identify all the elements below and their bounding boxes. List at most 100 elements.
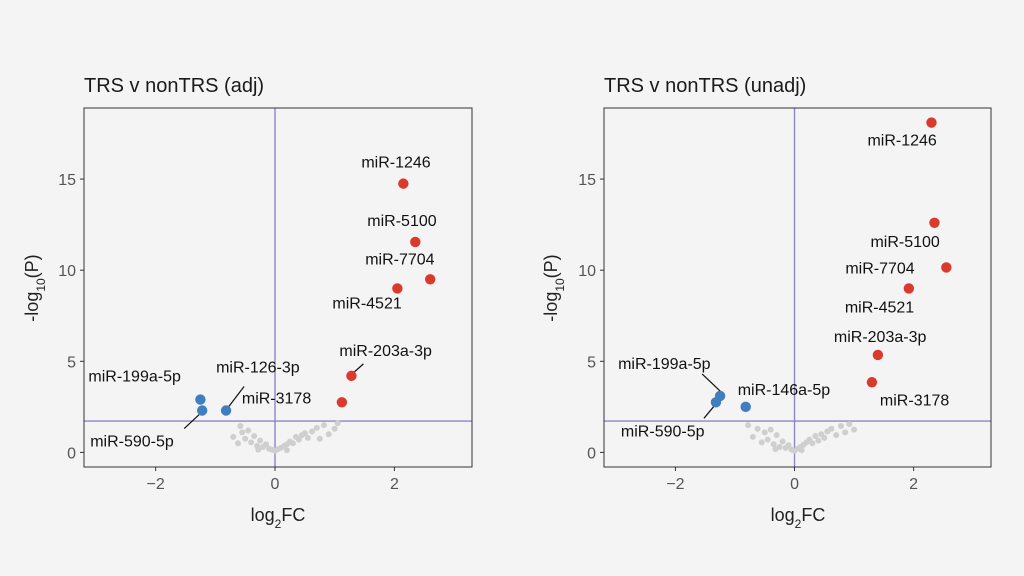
ns-point (320, 422, 327, 429)
x-tick-label: 2 (390, 476, 399, 493)
data-point-mir-590-5p (710, 397, 722, 408)
ns-point (257, 437, 264, 444)
label-connector (703, 405, 715, 419)
point-label: miR-199a-5p (618, 356, 711, 373)
ns-point (283, 447, 290, 454)
x-tick-label: −2 (147, 476, 165, 493)
ns-point (812, 433, 819, 440)
y-tick-label: 15 (578, 172, 596, 189)
ns-point (251, 433, 258, 440)
ns-point (316, 435, 323, 442)
plot-title: TRS v nonTRS (adj) (84, 75, 264, 97)
label-connector (354, 363, 364, 373)
data-point-mir-7704 (941, 262, 952, 273)
point-label: miR-590-5p (90, 434, 174, 451)
x-tick-label: −2 (666, 476, 684, 493)
y-tick-label: 0 (587, 445, 596, 462)
plot-border (83, 107, 473, 468)
y-tick-label: 15 (58, 172, 76, 189)
data-point-mir-1246 (398, 178, 409, 189)
label-connector (701, 373, 723, 394)
data-point-mir-203a-3p (346, 370, 357, 382)
ns-point (837, 422, 844, 429)
data-point-mir-590-5p (196, 405, 208, 416)
ns-point (239, 429, 246, 436)
ns-point (313, 424, 320, 431)
ns-point (785, 442, 792, 449)
plot-border (603, 107, 992, 468)
y-tick-label: 10 (58, 263, 76, 280)
ns-point (331, 425, 338, 432)
ns-point (851, 426, 858, 433)
point-label: miR-146a-5p (738, 382, 831, 399)
ns-point (235, 440, 242, 447)
ns-point (809, 440, 816, 447)
ns-point (767, 426, 774, 433)
point-label: miR-3178 (242, 390, 311, 407)
plot-title: TRS v nonTRS (unadj) (604, 75, 806, 97)
ns-point (770, 441, 777, 448)
y-tick-label: 5 (67, 354, 76, 371)
ns-point (745, 422, 752, 429)
point-label: miR-203a-3p (339, 343, 432, 360)
ns-point (248, 439, 255, 446)
ns-point (304, 434, 311, 441)
point-label: miR-7704 (365, 251, 434, 268)
ns-point (301, 430, 308, 437)
data-point-mir-7704 (425, 274, 436, 285)
ns-point (295, 436, 302, 443)
ns-point (325, 431, 332, 438)
ns-point (309, 428, 316, 435)
point-label: miR-590-5p (621, 423, 705, 440)
label-connector (183, 414, 200, 429)
data-point-mir-199a-5p (195, 394, 206, 405)
data-point-mir-4521 (392, 283, 403, 294)
x-tick-label: 0 (790, 476, 799, 493)
ns-point (245, 427, 252, 434)
y-tick-label: 10 (578, 263, 596, 280)
data-point-mir-126-3p (220, 405, 232, 416)
point-label: miR-5100 (870, 234, 939, 251)
y-tick-label: 5 (587, 354, 596, 371)
ns-point (230, 433, 237, 440)
ns-point (749, 433, 756, 440)
data-point-mir-203a-3p (872, 349, 884, 361)
point-label: miR-1246 (867, 133, 936, 150)
ns-point (758, 439, 765, 446)
ns-point (798, 447, 805, 454)
data-point-mir-5100 (410, 236, 421, 248)
x-tick-label: 2 (909, 476, 918, 493)
ns-point (242, 435, 249, 442)
ns-point (833, 432, 840, 439)
point-label: miR-203a-3p (834, 329, 927, 346)
volcano-plot-adj: TRS v nonTRS (adj) log2FC -log10(P) miR-… (22, 75, 473, 531)
ns-point (237, 422, 244, 429)
data-point-mir-5100 (929, 217, 940, 229)
y-tick-label: 0 (67, 445, 76, 462)
data-point-mir-3178 (866, 377, 878, 388)
point-label: miR-4521 (845, 299, 914, 316)
data-point-mir-4521 (903, 283, 915, 294)
ns-point (815, 437, 822, 444)
plot-area (84, 108, 472, 467)
ns-point (334, 420, 341, 427)
ns-point (773, 432, 780, 439)
ns-point (828, 425, 835, 432)
ns-point (289, 440, 296, 447)
ns-point (842, 429, 849, 436)
point-label: miR-3178 (880, 392, 949, 409)
ns-point (754, 425, 761, 432)
x-tick-label: 0 (271, 476, 280, 493)
ns-point (761, 429, 768, 436)
data-point-mir-1246 (926, 117, 937, 128)
point-label: miR-4521 (332, 295, 401, 312)
point-label: miR-7704 (845, 260, 914, 277)
point-label: miR-126-3p (216, 360, 300, 377)
ns-point (772, 446, 779, 453)
data-point-mir-3178 (336, 397, 348, 408)
point-label: miR-5100 (367, 213, 436, 230)
point-label: miR-1246 (361, 155, 430, 172)
ns-point (779, 438, 786, 445)
volcano-plot-unadj: TRS v nonTRS (unadj) log2FC -log10(P) mi… (541, 75, 992, 531)
